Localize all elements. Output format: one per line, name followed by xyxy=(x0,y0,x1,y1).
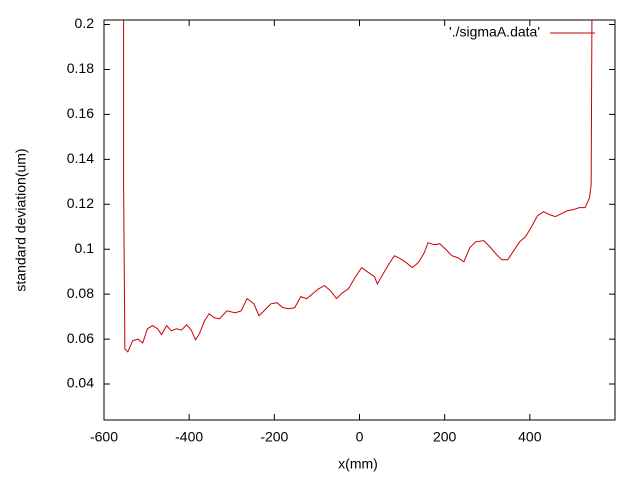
x-tick-label: 0 xyxy=(356,429,364,445)
y-tick-label: 0.2 xyxy=(75,15,95,31)
legend-label: './sigmaA.data' xyxy=(449,24,540,40)
x-axis-label: x(mm) xyxy=(338,456,378,472)
x-tick-label: -200 xyxy=(260,429,288,445)
y-tick-label: 0.04 xyxy=(67,375,94,391)
y-tick-label: 0.16 xyxy=(67,105,94,121)
y-axis-label: standard deviation(um) xyxy=(13,148,29,291)
x-tick-label: 200 xyxy=(433,429,457,445)
y-tick-label: 0.08 xyxy=(67,285,94,301)
y-tick-label: 0.1 xyxy=(75,240,95,256)
plot-frame xyxy=(103,19,616,421)
x-tick-label: -400 xyxy=(175,429,203,445)
y-tick-label: 0.14 xyxy=(67,150,94,166)
y-tick-label: 0.12 xyxy=(67,195,94,211)
x-tick-label: -600 xyxy=(90,429,118,445)
y-tick-label: 0.06 xyxy=(67,330,94,346)
y-tick-label: 0.18 xyxy=(67,60,94,76)
x-tick-label: 400 xyxy=(518,429,542,445)
plot-area xyxy=(123,20,593,353)
data-line xyxy=(123,20,593,353)
